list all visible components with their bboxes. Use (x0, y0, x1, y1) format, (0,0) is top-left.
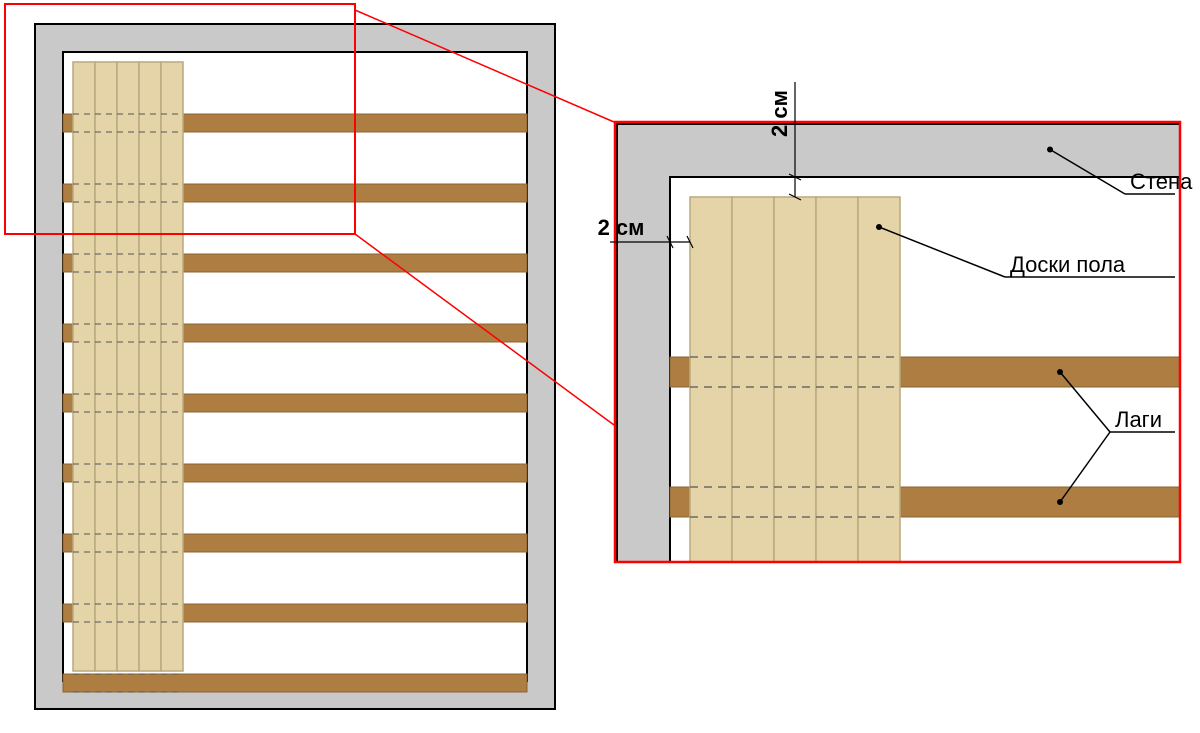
detail-view (615, 122, 1200, 637)
floor-board (732, 197, 774, 637)
label-lags: Лаги (1115, 407, 1162, 432)
floor-board (73, 62, 95, 671)
floor-board (774, 197, 816, 637)
left-plan-view (5, 4, 555, 709)
floor-board (690, 197, 732, 637)
floor-board (816, 197, 858, 637)
label-boards: Доски пола (1010, 252, 1126, 277)
floor-board (95, 62, 117, 671)
label-wall: Стена (1130, 169, 1193, 194)
floor-board (858, 197, 900, 637)
floor-board (139, 62, 161, 671)
dim-label-left: 2 см (598, 215, 645, 240)
dim-label-top: 2 см (767, 90, 792, 137)
floor-board (117, 62, 139, 671)
floor-board (161, 62, 183, 671)
lag (63, 674, 527, 692)
